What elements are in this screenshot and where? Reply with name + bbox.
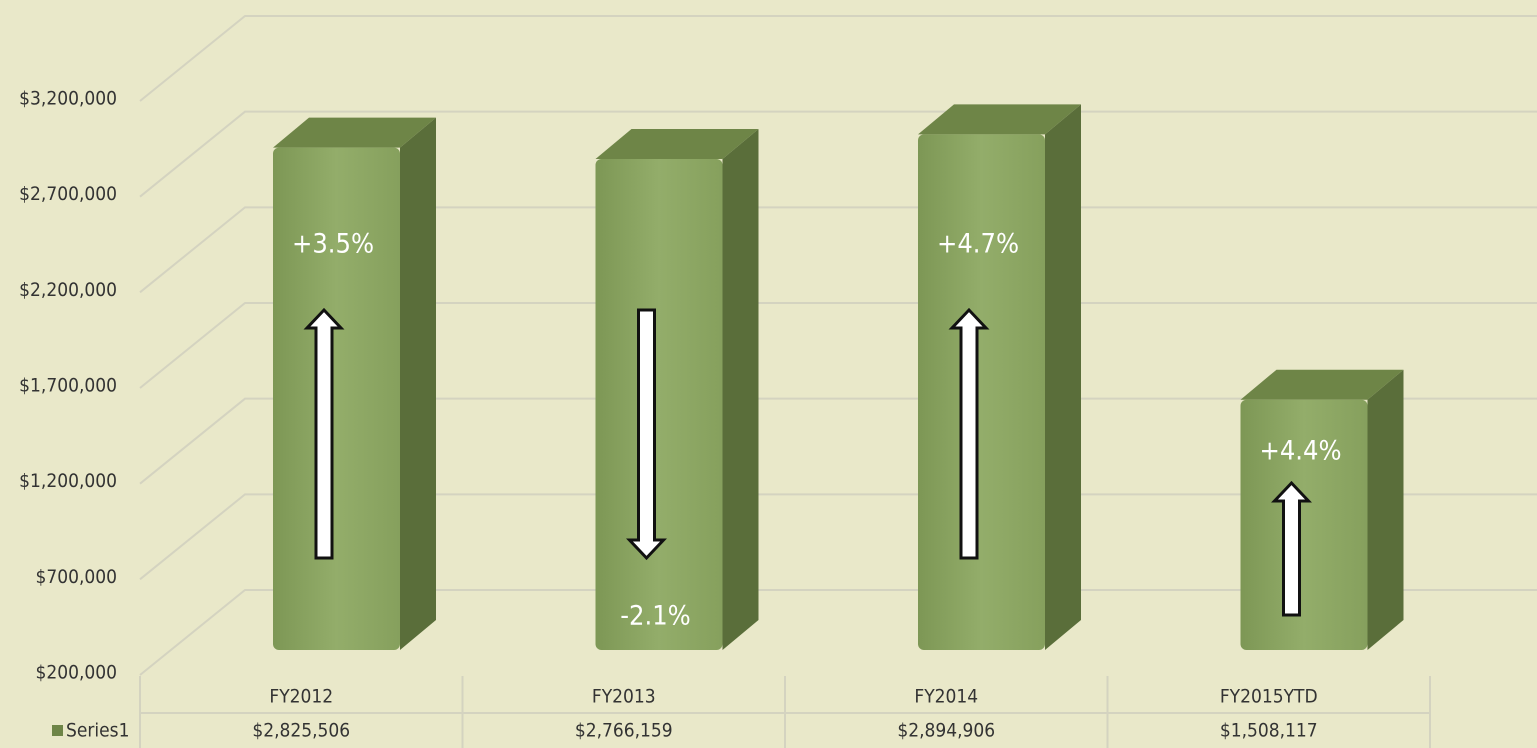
bar-side	[400, 117, 436, 650]
grid-line	[139, 110, 1537, 198]
bar	[273, 147, 400, 650]
bar-top	[273, 117, 436, 148]
x-tick-label: FY2014	[914, 686, 978, 708]
annotation: +4.7%	[937, 229, 1019, 260]
arrow	[1271, 480, 1312, 617]
bar-side	[1045, 104, 1081, 651]
arrow	[303, 307, 345, 560]
y-tick-label: $2,200,000	[19, 279, 117, 301]
bar-top	[595, 129, 759, 160]
bar	[595, 159, 723, 650]
bar-top	[918, 104, 1081, 135]
annotation: +4.4%	[1259, 436, 1341, 467]
grid-line	[139, 589, 1537, 676]
table-value: $2,894,906	[897, 720, 995, 742]
y-tick-label: $700,000	[35, 566, 117, 588]
y-tick-label: $1,700,000	[19, 375, 117, 397]
table-value: $1,508,117	[1220, 720, 1318, 742]
bar-side	[1367, 369, 1404, 650]
annotation: +3.5%	[292, 229, 374, 260]
y-tick-label: $1,200,000	[19, 470, 117, 492]
bar-top	[1240, 369, 1404, 400]
y-tick-label: $200,000	[35, 662, 117, 684]
x-tick-label: FY2012	[269, 686, 333, 708]
grid-line	[139, 397, 1537, 485]
grid-line	[139, 493, 1537, 581]
legend-label: Series1	[66, 720, 129, 742]
table-value: $2,766,159	[575, 720, 673, 742]
grid-line	[139, 15, 1537, 102]
arrow	[626, 308, 667, 561]
grid-line	[139, 302, 1537, 389]
bar-side	[722, 129, 759, 650]
table-value: $2,825,506	[252, 720, 350, 742]
bar	[1240, 399, 1368, 650]
bar	[918, 134, 1045, 651]
legend-swatch	[52, 725, 63, 736]
x-tick-label: FY2013	[592, 686, 656, 708]
y-tick-label: $2,700,000	[19, 183, 117, 205]
annotation: -2.1%	[620, 601, 690, 632]
y-tick-label: $3,200,000	[19, 88, 117, 110]
grid-line	[139, 206, 1537, 294]
x-tick-label: FY2015YTD	[1220, 686, 1318, 708]
arrow	[948, 307, 990, 560]
